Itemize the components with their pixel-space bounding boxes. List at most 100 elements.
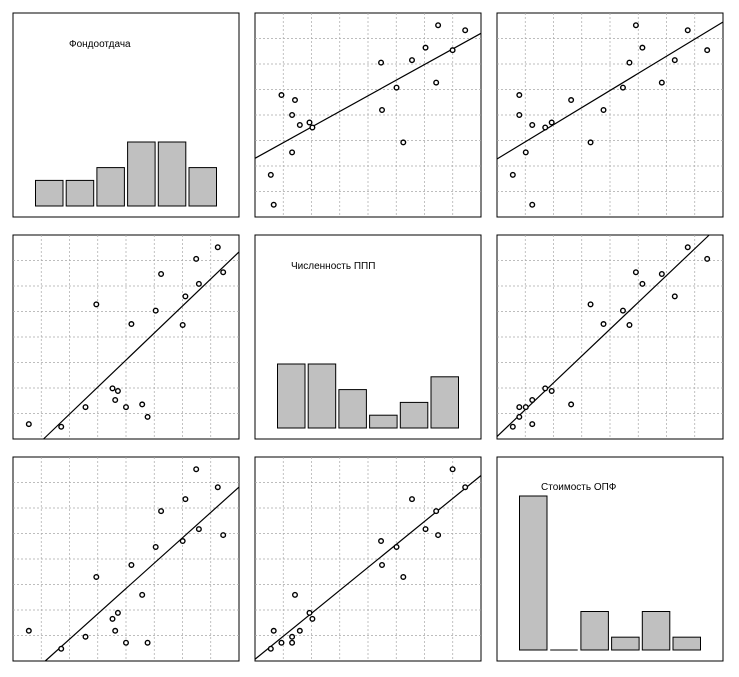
panel-r3-c2 bbox=[254, 456, 482, 662]
scatter-point bbox=[568, 97, 575, 104]
panel-r3-c1 bbox=[12, 456, 240, 662]
scatter-point bbox=[306, 609, 313, 616]
panel-r1-c1: Фондоотдача bbox=[12, 12, 240, 218]
scatter-point bbox=[462, 484, 469, 491]
scatter-point bbox=[267, 645, 274, 652]
variable-label: Фондоотдача bbox=[69, 39, 131, 50]
scatter-point bbox=[393, 544, 400, 551]
gridlines bbox=[13, 457, 239, 661]
scatter-point bbox=[214, 244, 221, 251]
scatter-point bbox=[449, 47, 456, 54]
scatter-point bbox=[671, 57, 678, 64]
scatter-point bbox=[296, 121, 303, 128]
scatter-point bbox=[684, 27, 691, 34]
scatter-point bbox=[58, 645, 65, 652]
scatter-point bbox=[195, 280, 202, 287]
scatter-point bbox=[378, 538, 385, 545]
scatter-point bbox=[408, 57, 415, 64]
scatter-point bbox=[587, 301, 594, 308]
scatter-point bbox=[422, 526, 429, 533]
scatter-point bbox=[309, 615, 316, 622]
scatter-point bbox=[542, 124, 549, 131]
scatter-point bbox=[112, 627, 119, 634]
scatter-point bbox=[516, 404, 523, 411]
scatter-point bbox=[422, 44, 429, 51]
histogram-bar bbox=[519, 495, 548, 651]
scatter-point bbox=[639, 44, 646, 51]
scatter-point bbox=[182, 496, 189, 503]
scatter-point bbox=[509, 171, 516, 178]
scatter-point bbox=[529, 421, 536, 428]
scatter-point bbox=[220, 269, 227, 276]
scatter-point bbox=[704, 255, 711, 262]
scatter-point bbox=[291, 591, 298, 598]
scatter-point bbox=[542, 385, 549, 392]
scatter-point bbox=[220, 532, 227, 539]
histogram-bar bbox=[430, 376, 459, 429]
panel-r1-c2 bbox=[254, 12, 482, 218]
histogram-bar bbox=[127, 141, 156, 207]
scatter-point bbox=[379, 107, 386, 114]
scatter-point bbox=[435, 22, 442, 29]
histogram-bar bbox=[277, 363, 306, 429]
scatter-point bbox=[309, 124, 316, 131]
gridlines bbox=[497, 13, 723, 217]
scatter-point bbox=[289, 111, 296, 118]
scatter-point bbox=[144, 413, 151, 420]
regression-line bbox=[254, 32, 482, 159]
scatter-point bbox=[109, 385, 116, 392]
scatter-point bbox=[568, 401, 575, 408]
scatter-point bbox=[400, 573, 407, 580]
scatter-point bbox=[195, 526, 202, 533]
scatter-point bbox=[378, 59, 385, 66]
scatter-point bbox=[529, 121, 536, 128]
panel-r2-c1 bbox=[12, 234, 240, 440]
scatter-point bbox=[214, 484, 221, 491]
histogram-bar bbox=[188, 167, 217, 207]
scatter-point bbox=[587, 139, 594, 146]
scatter-point bbox=[82, 404, 89, 411]
scatter-point bbox=[289, 639, 296, 646]
variable-label: Стоимость ОПФ bbox=[541, 482, 617, 493]
histogram-bar bbox=[157, 141, 187, 207]
scatter-point bbox=[25, 421, 32, 428]
scatter-point bbox=[128, 321, 135, 328]
scatter-point bbox=[522, 149, 529, 156]
scatter-point bbox=[193, 255, 200, 262]
scatter-point bbox=[626, 59, 633, 66]
scatter-point bbox=[128, 561, 135, 568]
scatter-point bbox=[112, 396, 119, 403]
scatter-point bbox=[548, 119, 555, 126]
scatter-point bbox=[114, 609, 121, 616]
histogram-bar bbox=[96, 167, 125, 207]
scatter-point bbox=[182, 293, 189, 300]
gridlines bbox=[255, 457, 481, 661]
scatter-point bbox=[704, 47, 711, 54]
scatter-point bbox=[619, 307, 626, 314]
scatter-point bbox=[548, 388, 555, 395]
histogram-bar bbox=[580, 611, 609, 651]
scatter-point bbox=[179, 538, 186, 545]
variable-label: Численность ППП bbox=[291, 261, 375, 272]
histogram-bar bbox=[307, 363, 337, 429]
scatter-point bbox=[289, 633, 296, 640]
histogram-bar bbox=[672, 636, 701, 651]
scatter-point bbox=[152, 307, 159, 314]
scatter-point bbox=[684, 244, 691, 251]
scatter-point bbox=[449, 466, 456, 473]
scatter-point bbox=[435, 532, 442, 539]
scatter-point bbox=[619, 84, 626, 91]
scatter-point bbox=[522, 404, 529, 411]
scatter-point bbox=[289, 149, 296, 156]
scatter-point bbox=[179, 321, 186, 328]
scatter-point bbox=[379, 561, 386, 568]
scatter-point bbox=[122, 639, 129, 646]
scatter-point bbox=[278, 92, 285, 99]
histogram-bar bbox=[338, 389, 367, 429]
scatter-point bbox=[632, 269, 639, 276]
scatter-point bbox=[122, 404, 129, 411]
scatter-point bbox=[270, 201, 277, 208]
scatter-point bbox=[114, 388, 121, 395]
scatter-point bbox=[509, 423, 516, 430]
scatter-point bbox=[139, 401, 146, 408]
